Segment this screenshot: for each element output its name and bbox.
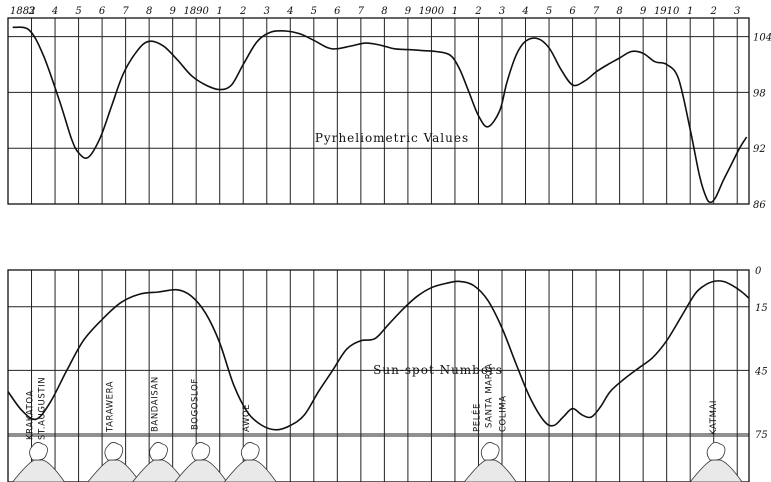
x-tick-label: 2 xyxy=(474,6,481,17)
sunspot-y-tick-labels: 0 15 45 75 xyxy=(754,266,768,441)
x-tick-label: 2 xyxy=(239,6,246,17)
volcano-label: PELÉE xyxy=(471,403,483,432)
x-tick-label: 8 xyxy=(616,6,622,17)
volcano-plume xyxy=(191,442,211,461)
volcano-annotations: KRAKATOA ST.AUGUSTIN TARAWERA BANDAISAN BOGO… xyxy=(26,363,719,440)
volcano-plume xyxy=(706,442,726,461)
x-tick-label: 1900 xyxy=(419,6,445,17)
volcano-label: BANDAISAN xyxy=(150,376,160,432)
volcano-plume xyxy=(480,442,500,461)
y-tick-label: 75 xyxy=(755,430,768,441)
sunspot-frame xyxy=(7,269,750,482)
pyrheliometric-y-tick-labels: 104 98 92 86 xyxy=(753,33,771,211)
x-tick-label: 1 xyxy=(687,6,693,17)
volcano-label: ST.AUGUSTIN xyxy=(38,377,48,440)
volcano-plume xyxy=(29,442,48,461)
x-tick-label: 7 xyxy=(358,6,365,17)
x-tick-label: 1 xyxy=(217,6,223,17)
sunspot-curve xyxy=(7,280,750,431)
y-tick-label: 98 xyxy=(753,88,766,99)
volcano-label: KATMAI xyxy=(709,400,719,435)
y-tick-label: 86 xyxy=(753,200,766,211)
x-tick-label: 1 xyxy=(452,6,458,17)
volcano-plume xyxy=(149,442,168,461)
x-tick-label: 4 xyxy=(286,6,293,17)
volcano-plume xyxy=(240,442,260,461)
y-tick-label: 45 xyxy=(754,366,768,377)
volcano-plume xyxy=(104,442,124,461)
volcano-sketches xyxy=(12,442,743,482)
volcano-mountain xyxy=(223,459,277,482)
volcano-mountain xyxy=(689,459,743,482)
volcano-mountain xyxy=(463,459,517,482)
y-tick-label: 15 xyxy=(755,303,768,314)
volcano-mountain xyxy=(174,459,228,482)
x-tick-label: 4 xyxy=(51,6,58,17)
sunspot-grid xyxy=(8,270,749,482)
x-tick-label: 3 xyxy=(734,6,740,17)
pyrheliometric-title: Pyrheliometric Values xyxy=(315,131,469,145)
x-tick-label: 4 xyxy=(521,6,528,17)
y-tick-label: 92 xyxy=(753,144,766,155)
y-tick-label: 104 xyxy=(753,33,771,44)
x-tick-label: 1910 xyxy=(654,6,680,17)
x-tick-label: 3 xyxy=(264,6,270,17)
volcano-label: SANTA MARIA xyxy=(484,363,494,428)
x-tick-label: 9 xyxy=(640,6,647,17)
x-tick-label: 2 xyxy=(710,6,717,17)
x-tick-label: 5 xyxy=(311,6,317,17)
x-tick-label: 5 xyxy=(546,6,552,17)
volcano-mountain xyxy=(132,459,186,482)
x-tick-label: 6 xyxy=(334,6,341,17)
volcano-label: BOGOSLOF xyxy=(190,378,200,430)
volcano-mountain xyxy=(87,459,141,482)
x-tick-label: 3 xyxy=(28,6,34,17)
pyrheliometric-grid xyxy=(8,18,749,205)
x-tick-label: 6 xyxy=(99,6,106,17)
volcano-label: KRAKATOA xyxy=(26,390,36,440)
x-tick-label: 6 xyxy=(569,6,576,17)
x-tick-label: 1890 xyxy=(183,6,209,17)
volcano-label: COLIMA xyxy=(499,395,509,432)
x-tick-label: 9 xyxy=(169,6,176,17)
x-tick-label: 8 xyxy=(381,6,387,17)
x-tick-label: 9 xyxy=(405,6,412,17)
x-tick-label: 5 xyxy=(75,6,81,17)
sunspot-title: Sun-spot Numbers xyxy=(373,363,503,377)
pyrheliometric-curve xyxy=(12,26,748,204)
x-tick-label: 1882 xyxy=(10,6,35,17)
volcano-mountain xyxy=(12,459,66,482)
x-tick-label: 3 xyxy=(499,6,505,17)
x-tick-label: 8 xyxy=(146,6,152,17)
x-tick-label: 7 xyxy=(122,6,129,17)
pyrheliometric-frame xyxy=(7,17,750,205)
volcano-label: TARAWERA xyxy=(106,381,116,433)
x-tick-label: 7 xyxy=(593,6,600,17)
volcano-label: AWOE xyxy=(242,404,252,432)
y-tick-label: 0 xyxy=(755,266,762,277)
